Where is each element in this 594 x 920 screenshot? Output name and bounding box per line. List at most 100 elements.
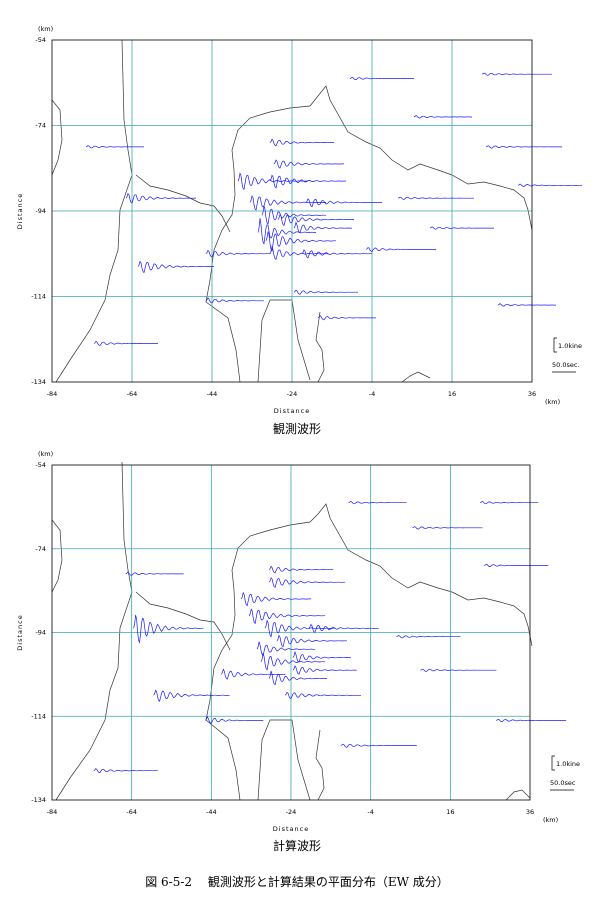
station-waveform [269, 245, 328, 261]
station-waveform [484, 563, 549, 568]
panel-title-observed: 観測波形 [273, 422, 321, 436]
y-axis-title: Distance [16, 193, 24, 229]
grid-lines [52, 40, 532, 382]
amplitude-scale-bar [553, 337, 557, 353]
x-tick-label: -84 [47, 808, 58, 816]
time-scale-label: 50.0sec. [552, 361, 580, 369]
station-waveform [301, 249, 372, 259]
x-tick-label: -64 [127, 390, 138, 398]
coastline-map [51, 461, 533, 801]
station-waveform [429, 226, 494, 230]
waveforms [93, 500, 567, 774]
station-waveform [93, 340, 158, 346]
y-tick-label: -94 [35, 207, 46, 215]
station-waveform [293, 289, 358, 295]
x-tick-label: -24 [286, 808, 297, 816]
station-waveform [205, 249, 271, 258]
station-waveform [317, 314, 376, 321]
station-waveform [340, 743, 417, 748]
x-tick-label: 36 [526, 808, 534, 816]
station-waveform [269, 174, 347, 189]
x-tick-label: -44 [206, 808, 217, 816]
axis-labels: -84 -64 -44 -24 -4 16 36 -54 -74 -94 -114 -134 (km) (… [16, 25, 582, 415]
y-tick-label: -134 [31, 378, 46, 386]
y-unit-label: (km) [38, 25, 53, 33]
station-waveform [268, 670, 328, 686]
amplitude-scale-bar [551, 755, 555, 771]
station-waveform [257, 218, 316, 245]
station-waveform [292, 650, 351, 663]
x-tick-label: -64 [126, 808, 137, 816]
station-waveform [308, 623, 379, 633]
x-tick-label: 36 [528, 390, 536, 398]
y-tick-label: -114 [31, 712, 46, 720]
plot-frame [51, 39, 533, 383]
station-waveform [365, 247, 436, 252]
station-waveform [133, 614, 204, 644]
x-axis-title: Distance [274, 407, 310, 415]
station-waveform [481, 72, 552, 76]
panel-calculated: -84 -64 -44 -24 -4 16 36 -54 -74 -94 -114 -134 (km) (… [16, 450, 580, 833]
station-waveform [517, 183, 583, 187]
station-waveform [205, 715, 264, 724]
y-tick-label: -54 [35, 461, 46, 469]
station-waveform [349, 76, 414, 81]
x-unit-label: (km) [545, 398, 560, 406]
station-waveform [305, 198, 382, 208]
station-waveform [495, 718, 567, 723]
plot-frame [51, 464, 531, 801]
station-waveform [497, 303, 556, 307]
panel-title-calculated: 計算波形 [273, 838, 321, 853]
axis-labels: -84 -64 -44 -24 -4 16 36 -54 -74 -94 -114 -134 (km) (… [16, 450, 580, 833]
station-waveform [125, 571, 184, 576]
station-waveform [348, 500, 407, 505]
x-tick-label: -4 [367, 808, 373, 816]
station-waveform [276, 634, 347, 648]
station-waveform [153, 689, 230, 702]
station-waveform [240, 591, 312, 607]
y-tick-label: -134 [31, 796, 46, 804]
x-unit-label: (km) [543, 816, 558, 824]
y-tick-label: -54 [35, 36, 46, 44]
station-waveform [205, 297, 264, 304]
station-waveform [413, 115, 472, 119]
x-axis-title: Distance [273, 825, 309, 833]
station-waveform [264, 619, 336, 638]
coastline-map [51, 39, 533, 383]
y-unit-label: (km) [38, 450, 53, 458]
station-waveform [248, 608, 326, 625]
x-tick-label: -24 [287, 390, 298, 398]
time-scale-label: 50.0sec [550, 779, 576, 787]
grid-lines [52, 465, 530, 800]
amplitude-scale-label: 1.0kine [558, 342, 582, 350]
station-waveform [396, 634, 461, 639]
station-waveform [480, 500, 539, 505]
panel-observed: -84 -64 -44 -24 -4 16 36 -54 -74 -94 -114 -134 (km) (… [16, 25, 583, 415]
station-waveform [420, 668, 497, 672]
station-waveform [93, 768, 158, 774]
y-tick-label: -74 [35, 122, 46, 130]
y-axis-title: Distance [16, 614, 24, 650]
station-waveform [137, 260, 215, 274]
waveforms [85, 72, 583, 346]
station-waveform [256, 641, 316, 656]
y-tick-label: -94 [35, 629, 46, 637]
station-waveform [249, 195, 326, 211]
station-waveform [269, 138, 334, 147]
x-tick-label: -44 [207, 390, 218, 398]
station-waveform [284, 691, 361, 700]
x-tick-label: 16 [448, 390, 456, 398]
y-tick-label: -114 [31, 293, 46, 301]
station-waveform [125, 192, 196, 204]
x-tick-label: -84 [47, 390, 58, 398]
x-tick-label: 16 [446, 808, 454, 816]
station-waveform [273, 159, 344, 169]
station-waveform [277, 213, 354, 227]
station-waveform [292, 665, 357, 675]
y-tick-label: -74 [35, 545, 46, 553]
station-waveform [85, 145, 144, 149]
station-waveform [397, 196, 474, 200]
station-waveform [412, 526, 483, 530]
x-tick-label: -4 [369, 390, 375, 398]
